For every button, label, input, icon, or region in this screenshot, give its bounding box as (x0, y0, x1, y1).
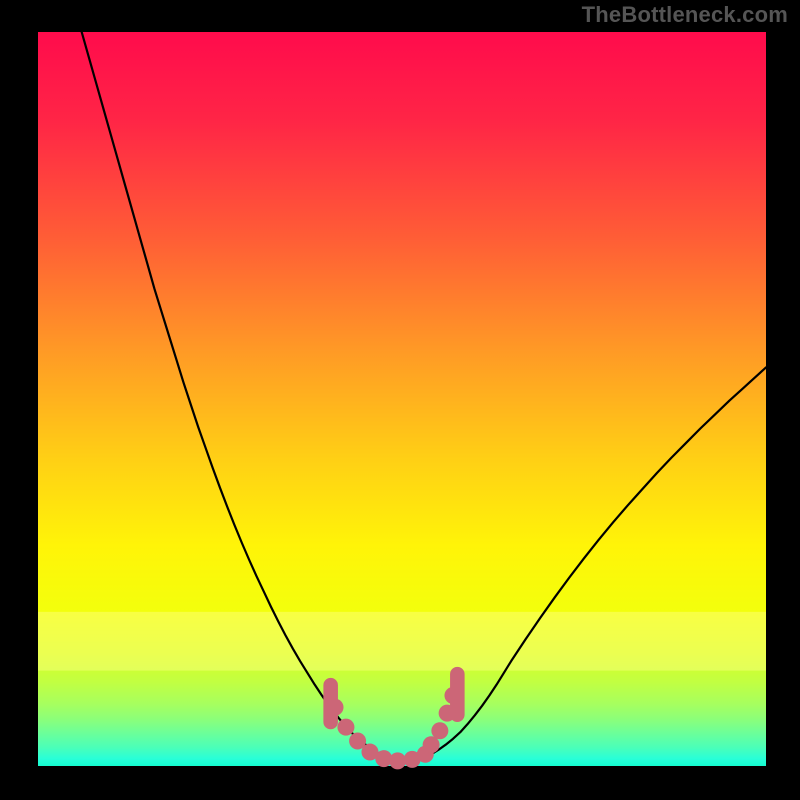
chart-overlay-svg (38, 32, 766, 766)
marker-dot-1 (337, 719, 354, 736)
marker-dot-5 (389, 752, 406, 769)
marker-dot-11 (444, 687, 461, 704)
chart-plot-area (38, 32, 766, 766)
marker-dot-10 (439, 705, 456, 722)
marker-dot-9 (431, 722, 448, 739)
marker-dot-0 (327, 699, 344, 716)
watermark-text: TheBottleneck.com (582, 2, 788, 28)
yellow-highlight-band (38, 612, 766, 671)
